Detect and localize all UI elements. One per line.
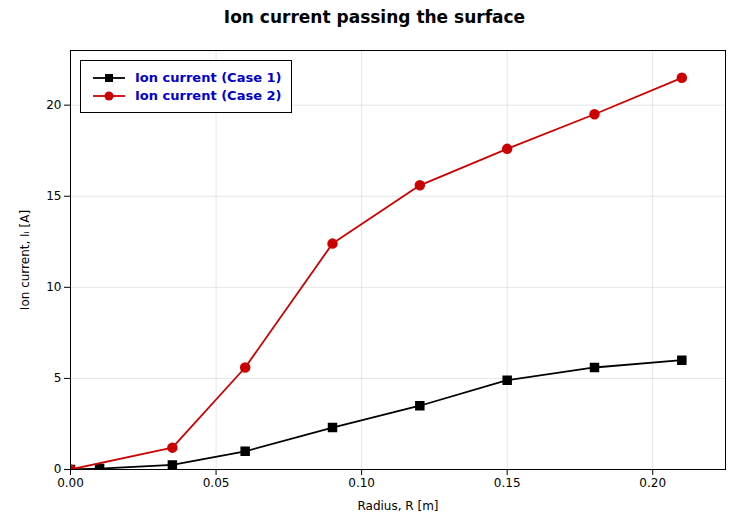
- svg-text:10: 10: [46, 280, 61, 294]
- svg-text:5: 5: [54, 371, 62, 385]
- svg-text:15: 15: [46, 189, 61, 203]
- svg-text:Ion current, Iᵢ [A]: Ion current, Iᵢ [A]: [18, 210, 32, 310]
- svg-text:0.00: 0.00: [57, 476, 84, 490]
- svg-text:0: 0: [54, 462, 62, 476]
- html-text:Ion current (Case 1): Ion current (Case 1): [135, 70, 282, 85]
- svg-text:0.10: 0.10: [348, 476, 375, 490]
- svg-text:0.15: 0.15: [494, 476, 521, 490]
- svg-text:20: 20: [46, 98, 61, 112]
- svg-text:Radius, R [m]: Radius, R [m]: [357, 499, 438, 513]
- svg-text:0.20: 0.20: [639, 476, 666, 490]
- html-text:Ion current passing the surfac: Ion current passing the surface: [223, 7, 526, 27]
- svg-text:0.05: 0.05: [203, 476, 230, 490]
- html-text:Ion current (Case 2): Ion current (Case 2): [135, 88, 282, 103]
